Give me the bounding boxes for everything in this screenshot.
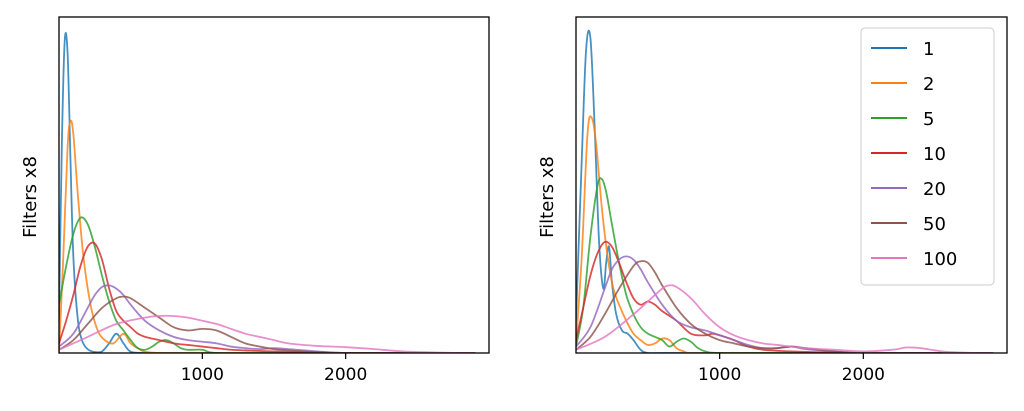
series-line-5 [576,177,994,353]
series-line-20 [59,284,476,353]
series-line-50 [59,295,476,353]
legend-label-20: 20 [923,179,946,200]
legend-label-2: 2 [923,74,934,95]
series-line-1 [576,29,994,353]
x-tick-label-1000: 1000 [181,365,224,385]
series-line-1 [59,31,476,353]
legend-label-100: 100 [923,249,957,270]
axes-frame [575,16,1008,354]
y-axis-label: Filters x8 [537,156,558,238]
legend-label-10: 10 [923,144,946,165]
series-line-100 [576,284,994,353]
series-line-10 [576,240,994,353]
chart-left: 1000 2000 Filters x8 [20,16,490,385]
x-tick-label-2000: 2000 [324,365,367,385]
series-line-100 [59,314,476,353]
y-axis-label: Filters x8 [20,156,41,238]
series-line-5 [59,216,476,353]
legend-label-5: 5 [923,109,934,130]
legend-box [860,27,995,286]
series-line-2 [59,119,476,353]
x-tick-label-2000: 2000 [842,365,885,385]
plot-area [59,31,476,353]
legend: 1 2 5 10 20 50 100 [860,27,995,286]
chart-right: 1000 2000 Filters x8 1 2 5 10 20 50 100 [537,16,1008,385]
x-tick-label-1000: 1000 [698,365,741,385]
legend-label-50: 50 [923,214,946,235]
series-line-10 [59,241,476,353]
axes-frame [58,16,490,354]
legend-label-1: 1 [923,39,934,60]
